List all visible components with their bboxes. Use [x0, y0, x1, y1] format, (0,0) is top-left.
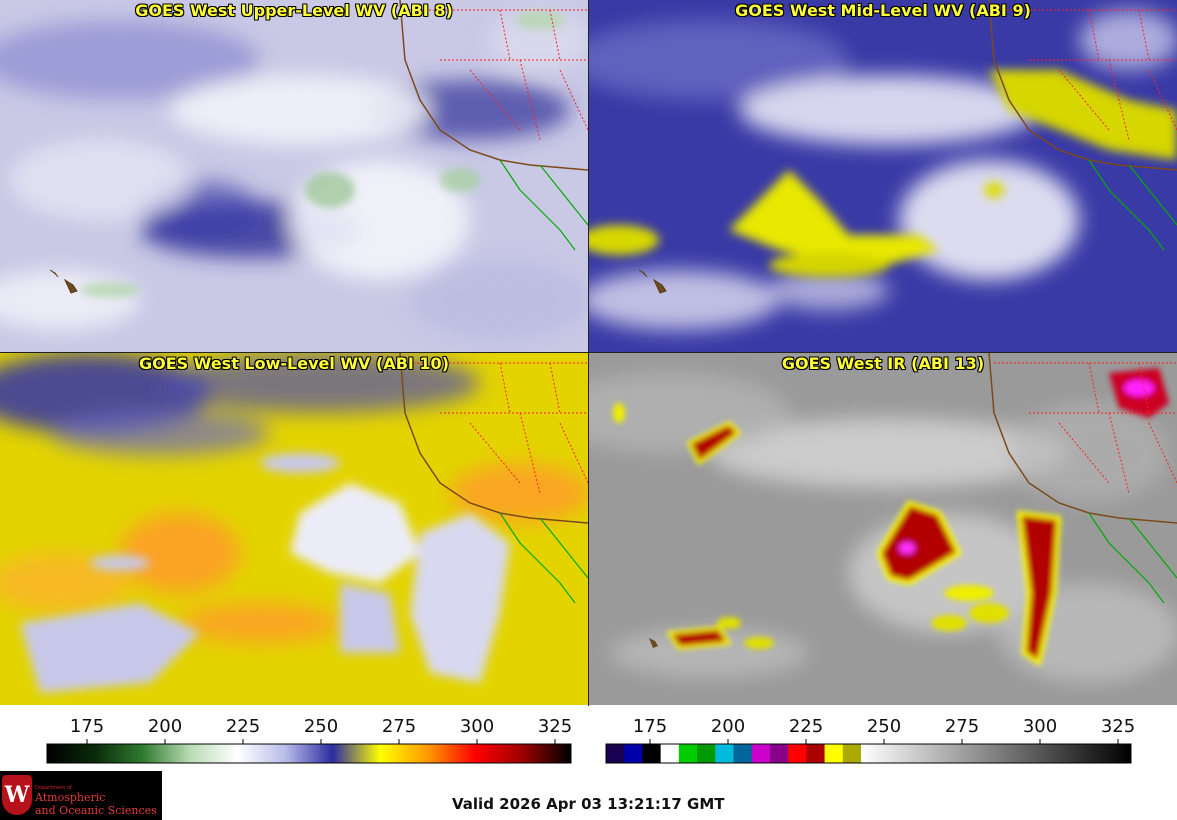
panel-mid-level-wv: GOES West Mid-Level WV (ABI 9)	[589, 0, 1177, 352]
ir-colorbar-block	[769, 744, 789, 763]
panel-title: GOES West Low-Level WV (ABI 10)	[138, 354, 449, 373]
panel-title: GOES West Upper-Level WV (ABI 8)	[135, 1, 453, 20]
colorbar-tick-label: 300	[459, 716, 495, 737]
ir-colorbar-block	[751, 744, 771, 763]
valid-time: Valid 2026 Apr 03 13:21:17 GMT	[452, 795, 725, 813]
colorbar-tick-label: 300	[1022, 716, 1058, 737]
ir-colorbar-block	[642, 744, 662, 763]
wv-colorbar-svg	[46, 739, 572, 764]
colorbar-tick-label: 225	[788, 716, 824, 737]
ir-colorbar-grayscale	[861, 744, 1131, 763]
colorbar-tick-label: 275	[381, 716, 417, 737]
logo-line-1: Atmospheric	[35, 791, 106, 804]
mid-level-wv-image	[589, 0, 1177, 352]
colorbar-tick-label: 200	[147, 716, 183, 737]
panel-title: GOES West Mid-Level WV (ABI 9)	[735, 1, 1031, 20]
panel-title: GOES West IR (ABI 13)	[781, 354, 985, 373]
ir-colorbar-frame	[605, 743, 1132, 764]
uw-seal-logo: W	[2, 775, 32, 815]
ir-colorbar: 175 200 225 250 275 300 325	[589, 706, 1177, 766]
colorbar-tick-label: 250	[866, 716, 902, 737]
panel-ir: GOES West IR (ABI 13)	[589, 353, 1177, 705]
panel-divider-horizontal	[0, 352, 1177, 353]
ir-colorbar-block	[733, 744, 753, 763]
panel-upper-level-wv: GOES West Upper-Level WV (ABI 8)	[0, 0, 588, 352]
logo-line-2: and Oceanic Sciences	[35, 804, 157, 817]
wv-colorbar-gradient	[46, 743, 572, 764]
colorbar-tick-label: 325	[537, 716, 573, 737]
colorbar-tick-label: 225	[225, 716, 261, 737]
colorbar-tick-label: 250	[303, 716, 339, 737]
ir-colorbar-block	[697, 744, 716, 763]
panel-low-level-wv: GOES West Low-Level WV (ABI 10)	[0, 353, 588, 705]
upper-level-wv-image	[0, 0, 588, 352]
ir-colorbar-block	[715, 744, 734, 763]
colorbar-tick-label: 275	[944, 716, 980, 737]
ir-image	[589, 353, 1177, 705]
aos-logo: W Department of Atmospheric and Oceanic …	[0, 771, 162, 820]
colorbar-tick-label: 200	[710, 716, 746, 737]
panel-divider-vertical	[588, 0, 589, 706]
ir-colorbar-block	[660, 744, 680, 763]
ir-colorbar-block	[606, 744, 625, 763]
ir-colorbar-block	[678, 744, 698, 763]
ir-colorbar-svg	[605, 739, 1132, 764]
ir-colorbar-block	[842, 744, 862, 763]
logo-dept-of: Department of	[35, 785, 72, 791]
ir-colorbar-block	[806, 744, 826, 763]
ir-colorbar-block	[788, 744, 807, 763]
colorbar-tick-label: 325	[1100, 716, 1136, 737]
ir-colorbar-block	[824, 744, 844, 763]
colorbar-tick-label: 175	[632, 716, 668, 737]
low-level-wv-image	[0, 353, 588, 705]
colorbar-tick-label: 175	[69, 716, 105, 737]
ir-colorbar-block	[624, 744, 643, 763]
wv-colorbar: 175 200 225 250 275 300 325	[0, 706, 588, 766]
